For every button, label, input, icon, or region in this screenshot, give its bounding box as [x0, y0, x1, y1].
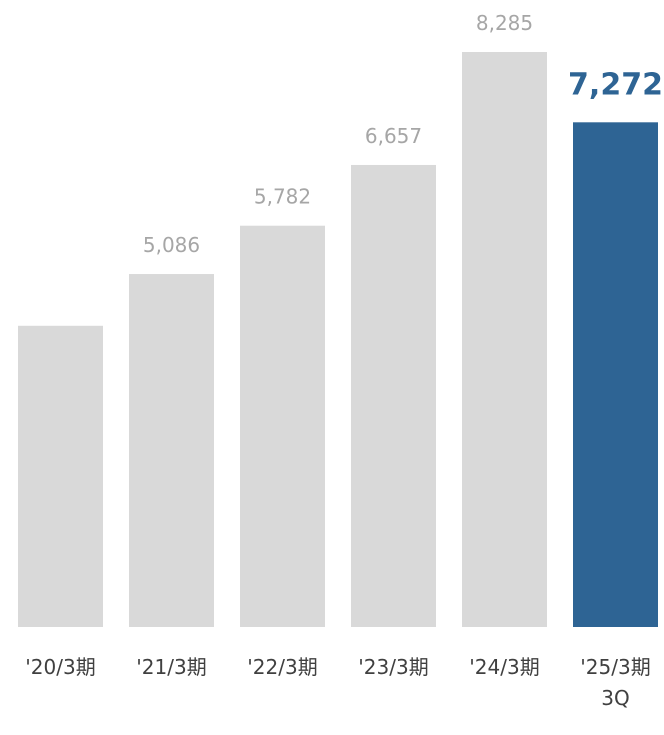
- value-label: 8,285: [476, 11, 533, 35]
- bar: [462, 52, 547, 627]
- value-label: 6,657: [365, 124, 422, 148]
- x-tick-label: '23/3期: [358, 655, 429, 679]
- bar: [18, 325, 103, 627]
- bar: [129, 274, 214, 627]
- bar: [573, 122, 658, 628]
- x-tick-label: '24/3期: [469, 655, 540, 679]
- x-tick-label: '21/3期: [136, 655, 207, 679]
- bar: [351, 164, 436, 628]
- value-label: 5,086: [143, 233, 200, 257]
- x-tick-label: '22/3期: [247, 655, 318, 679]
- value-label: 7,272: [568, 67, 663, 102]
- x-tick-label: '20/3期: [25, 655, 96, 679]
- value-label: 5,782: [254, 185, 311, 209]
- bar: [240, 225, 325, 627]
- x-tick-label: '25/3期 3Q: [580, 655, 651, 710]
